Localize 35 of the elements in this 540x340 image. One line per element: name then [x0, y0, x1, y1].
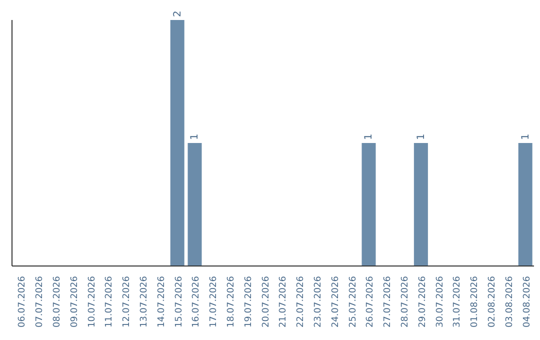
x-tick-label: 18.07.2026: [226, 276, 236, 328]
x-tick-label: 10.07.2026: [87, 276, 98, 328]
x-tick-label: 17.07.2026: [209, 276, 220, 328]
x-tick-label: 30.07.2026: [435, 276, 446, 328]
x-tick-label: 22.07.2026: [296, 276, 306, 328]
x-tick-label: 26.07.2026: [366, 276, 376, 328]
x-tick-label: 27.07.2026: [383, 276, 394, 328]
x-tick-label: 11.07.2026: [104, 276, 115, 328]
x-tick-label: 09.07.2026: [70, 276, 80, 328]
x-tick-label: 24.07.2026: [330, 276, 341, 328]
x-tick-label: 12.07.2026: [122, 276, 132, 328]
x-tick-label: 20.07.2026: [261, 276, 272, 328]
x-tick-label: 06.07.2026: [18, 276, 28, 328]
data-label: 1: [520, 134, 532, 140]
x-tick-label: 21.07.2026: [278, 276, 289, 328]
x-tick-label: 02.08.2026: [488, 276, 498, 328]
data-label: 1: [190, 134, 201, 140]
data-label: 1: [364, 134, 375, 140]
x-tick-label: 07.07.2026: [35, 276, 46, 328]
x-tick-label: 14.07.2026: [156, 276, 167, 328]
x-tick-label: 28.07.2026: [400, 276, 410, 328]
x-tick-label: 15.07.2026: [174, 276, 184, 328]
x-tick-label: 25.07.2026: [348, 276, 358, 328]
x-tick-label: 23.07.2026: [314, 276, 324, 328]
x-tick-label: 04.08.2026: [522, 276, 532, 328]
x-tick-label: 13.07.2026: [140, 276, 150, 328]
x-tick-label: 16.07.2026: [192, 276, 202, 328]
x-tick-label: 19.07.2026: [244, 276, 254, 328]
x-tick-label: 31.07.2026: [452, 276, 463, 328]
x-tick-label: 01.08.2026: [470, 276, 480, 328]
data-label: 2: [172, 10, 184, 17]
x-tick-label: 08.07.2026: [52, 276, 62, 328]
x-tick-label: 03.08.2026: [504, 276, 515, 328]
x-tick-label: 29.07.2026: [418, 276, 428, 328]
data-label: 1: [416, 134, 427, 140]
